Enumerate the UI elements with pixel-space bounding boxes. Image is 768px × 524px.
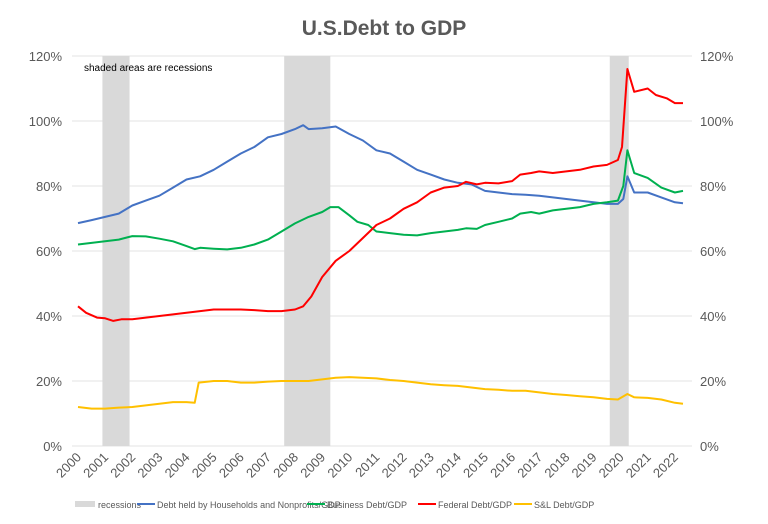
x-tick-label: 2014 [433,450,464,481]
x-axis: 2000200120022003200420052006200720082009… [53,450,681,481]
y-tick-label-right: 80% [700,179,726,194]
series-line [77,124,684,225]
legend-label: S&L Debt/GDP [534,500,594,510]
x-tick-label: 2019 [569,450,600,481]
x-tick-label: 2001 [80,450,111,481]
legend-label: Federal Debt/GDP [438,500,512,510]
x-tick-label: 2016 [487,450,518,481]
series-line [77,149,684,251]
x-tick-label: 2017 [514,450,545,481]
legend-label-recessions: recessions [98,500,142,510]
x-tick-label: 2005 [189,450,220,481]
y-tick-label-left: 100% [29,114,63,129]
chart-title: U.S.Debt to GDP [302,17,467,40]
x-tick-label: 2000 [53,450,84,481]
legend: recessions Debt held by Households and No… [75,500,594,510]
gridlines [72,55,692,447]
series-line [77,68,683,322]
x-tick-label: 2012 [379,450,410,481]
recession-band [609,56,629,446]
x-tick-label: 2018 [541,450,572,481]
y-tick-label-right: 40% [700,309,726,324]
y-tick-label-left: 40% [36,309,62,324]
x-tick-label: 2022 [650,450,681,481]
y-tick-label-right: 0% [700,439,719,454]
y-tick-label-right: 60% [700,244,726,259]
series-line [77,376,684,410]
recession-shading [102,56,629,446]
x-tick-label: 2007 [243,450,274,481]
x-tick-label: 2015 [460,450,491,481]
y-tick-label-left: 80% [36,179,62,194]
y-tick-label-left: 60% [36,244,62,259]
series-lines [77,68,684,410]
y-tick-label-right: 20% [700,374,726,389]
recession-band [284,56,331,446]
recession-band [102,56,130,446]
y-axis-left: 0% 20% 40% 60% 80% 100% 120% [29,49,63,454]
legend-swatch-recessions [75,501,95,507]
y-tick-label-left: 20% [36,374,62,389]
legend-label: Business Debt/GDP [327,500,407,510]
x-tick-label: 2008 [270,450,301,481]
x-tick-label: 2004 [162,450,193,481]
y-tick-label-right: 120% [700,49,734,64]
x-tick-label: 2020 [596,450,627,481]
x-tick-label: 2013 [406,450,437,481]
legend-label: Debt held by Households and Nonprofits/G… [157,500,341,510]
y-tick-label-left: 0% [43,439,62,454]
x-tick-label: 2011 [352,450,382,480]
x-tick-label: 2002 [107,450,138,481]
x-tick-label: 2021 [623,450,654,481]
x-tick-label: 2006 [216,450,247,481]
y-tick-label-right: 100% [700,114,734,129]
x-tick-label: 2010 [324,450,355,481]
x-tick-label: 2003 [134,450,165,481]
y-tick-label-left: 120% [29,49,63,64]
recession-annotation: shaded areas are recessions [84,63,212,74]
y-axis-right: 0% 20% 40% 60% 80% 100% 120% [700,49,734,454]
x-tick-label: 2009 [297,450,328,481]
